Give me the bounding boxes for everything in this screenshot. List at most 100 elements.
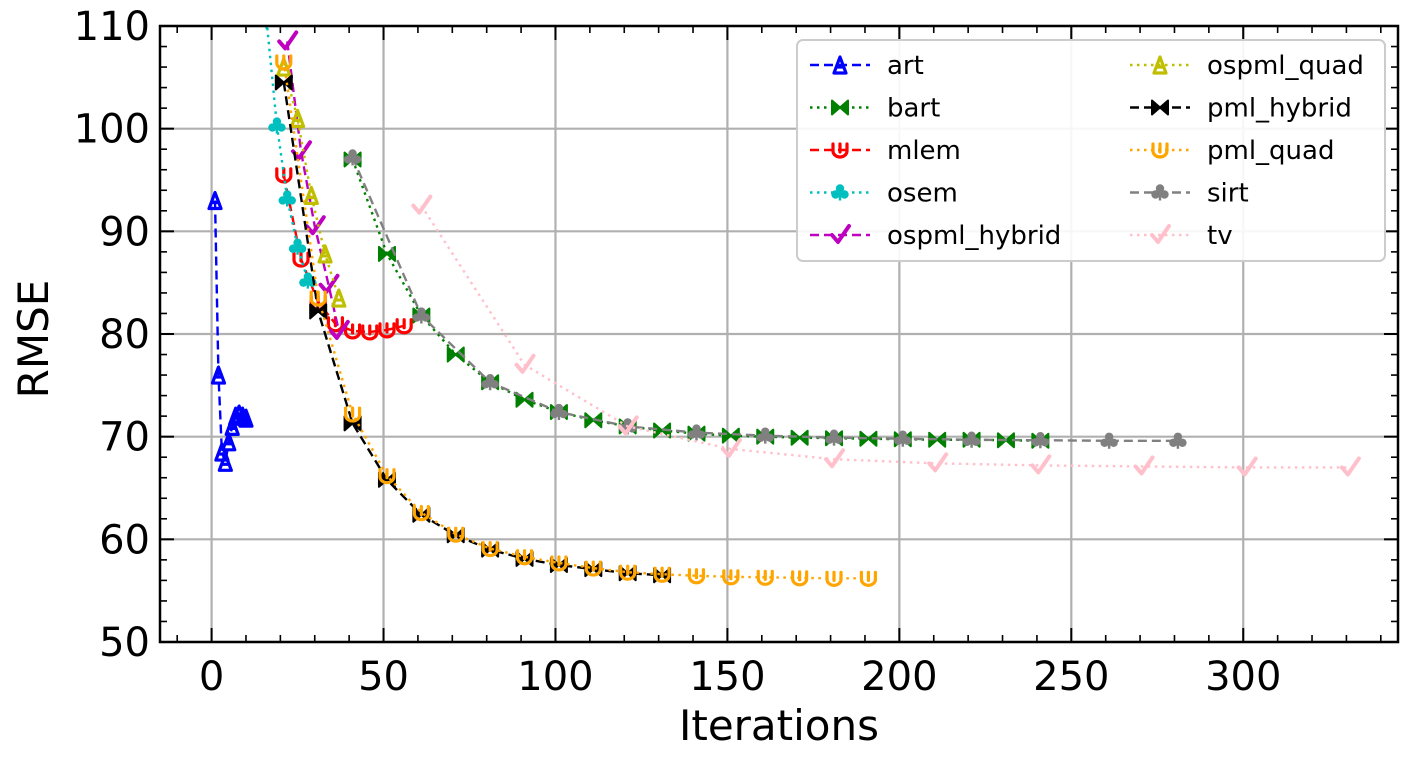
- data-point: [720, 437, 742, 458]
- data-point: [361, 324, 379, 341]
- data-point: [343, 406, 362, 423]
- legend-item: bart: [810, 94, 940, 124]
- data-point: [928, 431, 947, 448]
- data-point: [653, 566, 671, 583]
- data-point: [1169, 432, 1187, 449]
- x-tick-label: 150: [689, 654, 765, 700]
- series-osem: [259, 26, 317, 289]
- data-point: [927, 452, 949, 473]
- data-point: [550, 403, 568, 421]
- legend-label: pml_quad: [1207, 136, 1334, 166]
- data-point: [1236, 456, 1258, 477]
- data-point: [289, 108, 306, 129]
- legend-marker: [1151, 99, 1169, 116]
- data-point: [412, 307, 431, 324]
- data-point: [395, 318, 413, 335]
- data-point: [481, 374, 499, 391]
- data-point: [377, 245, 396, 262]
- x-tick-label: 0: [199, 654, 224, 700]
- x-tick-label: 100: [517, 654, 593, 700]
- legend-marker: [1150, 224, 1171, 244]
- data-point: [617, 415, 639, 436]
- x-tick-label: 200: [861, 654, 937, 700]
- legend-item: art: [810, 51, 924, 81]
- data-point: [277, 30, 299, 51]
- legend-item: sirt: [1130, 179, 1249, 209]
- data-point: [825, 570, 843, 587]
- legend-item: mlem: [810, 136, 961, 166]
- legend-label: sirt: [1207, 179, 1249, 209]
- data-point: [412, 505, 430, 522]
- data-point: [1339, 456, 1361, 477]
- legend-marker: [1151, 142, 1169, 159]
- legend-item: tv: [1130, 221, 1233, 251]
- x-axis-label: Iterations: [679, 701, 879, 750]
- legend-frame: [796, 39, 1386, 262]
- data-point: [411, 194, 433, 215]
- legend-label: ospml_quad: [1207, 51, 1364, 81]
- data-point: [331, 288, 347, 308]
- legend-label: art: [887, 51, 924, 81]
- data-point: [515, 549, 534, 566]
- data-point: [514, 353, 536, 374]
- data-point: [790, 429, 809, 446]
- legend-item: pml_hybrid: [1130, 94, 1352, 124]
- y-axis-label: RMSE: [9, 280, 58, 399]
- y-tick-label: 110: [74, 4, 150, 50]
- data-point: [687, 424, 706, 441]
- data-point: [859, 570, 878, 587]
- data-point: [309, 290, 327, 307]
- data-point: [824, 448, 846, 469]
- data-point: [447, 526, 465, 543]
- x-tick-label: 50: [358, 654, 409, 700]
- plot-frame: [158, 24, 1400, 644]
- data-point: [217, 452, 233, 472]
- data-point: [317, 244, 333, 264]
- data-point: [328, 319, 350, 340]
- data-point: [343, 149, 362, 166]
- data-point: [278, 190, 296, 207]
- data-point: [962, 431, 981, 448]
- legend-label: ospml_hybrid: [887, 221, 1061, 251]
- series-art: [207, 190, 254, 472]
- data-point: [722, 569, 740, 586]
- data-point: [378, 468, 396, 485]
- data-point: [481, 540, 499, 558]
- data-point: [309, 303, 328, 320]
- y-tick-label: 50: [99, 620, 150, 666]
- data-point: [224, 416, 240, 436]
- y-tick-label: 70: [99, 415, 150, 461]
- legend-marker: [1152, 55, 1168, 75]
- y-tick-label: 60: [99, 517, 150, 563]
- data-point: [1030, 454, 1052, 475]
- data-point: [894, 430, 912, 447]
- data-point: [584, 560, 602, 577]
- data-point: [756, 427, 774, 444]
- series-line: [265, 26, 310, 281]
- data-point: [1031, 432, 1050, 449]
- data-point: [619, 564, 637, 581]
- data-point: [207, 190, 223, 211]
- y-tick-label: 100: [74, 107, 150, 153]
- y-tick-label: 90: [99, 209, 150, 255]
- legend-label: pml_hybrid: [1207, 94, 1352, 124]
- data-point: [791, 570, 809, 587]
- series-line: [282, 66, 340, 299]
- legend-marker: [1151, 184, 1169, 201]
- legend-marker: [832, 55, 848, 75]
- x-tick-label: 250: [1033, 654, 1109, 700]
- data-point: [859, 430, 878, 447]
- series-tv: [411, 194, 1361, 477]
- legend: art bart mlem osem ospml_hybrid ospml_quadpml…: [796, 39, 1386, 262]
- legend-marker: [830, 224, 851, 244]
- data-point: [288, 238, 307, 255]
- y-tick-label: 80: [99, 312, 150, 358]
- tick-labels: 0 50 100 150 200 250 300 50 60 70 80 90 100 110: [74, 4, 1282, 700]
- legend-label: mlem: [887, 136, 961, 166]
- legend-label: osem: [887, 179, 958, 209]
- data-point: [378, 322, 396, 339]
- series-layer: [207, 26, 1361, 587]
- legend-marker: [831, 184, 849, 201]
- legend-item: ospml_hybrid: [810, 221, 1061, 251]
- series-pml-quad: [275, 54, 878, 587]
